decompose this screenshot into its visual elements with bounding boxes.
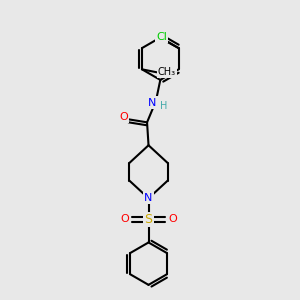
Text: O: O: [120, 214, 129, 224]
Text: O: O: [119, 112, 128, 122]
Text: N: N: [144, 193, 153, 203]
Text: N: N: [148, 98, 157, 108]
Text: CH₃: CH₃: [158, 67, 176, 77]
Text: H: H: [160, 100, 168, 110]
Text: Cl: Cl: [156, 32, 167, 42]
Text: S: S: [145, 213, 152, 226]
Text: O: O: [168, 214, 177, 224]
